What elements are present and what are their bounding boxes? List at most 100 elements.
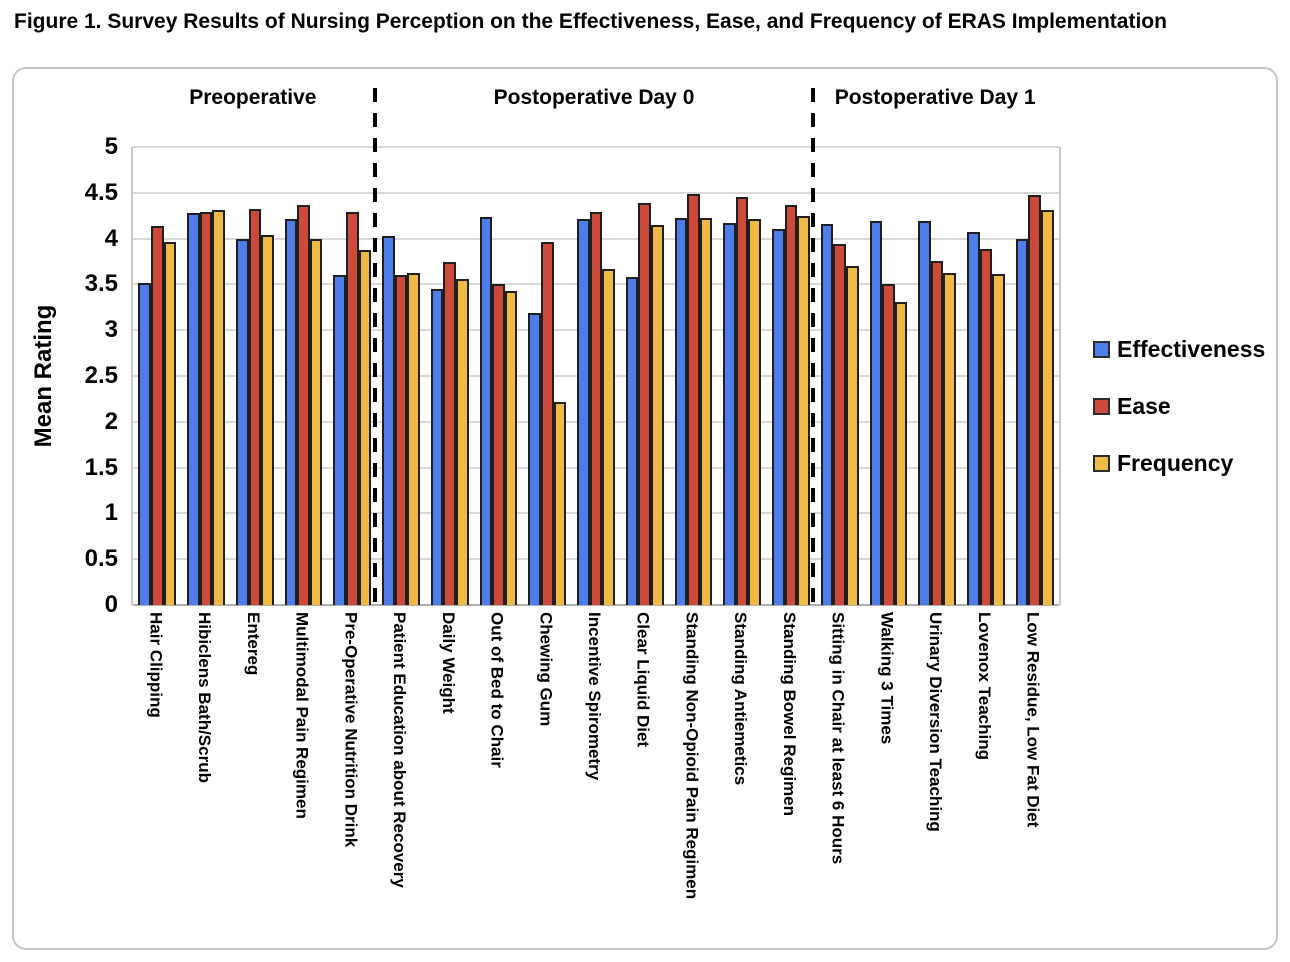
y-tick-label: 2.5 — [84, 362, 118, 389]
bar-ease — [297, 204, 310, 605]
bar-ease — [589, 212, 603, 605]
bar-effectiveness — [479, 216, 493, 605]
x-category-label: Lovenox Teaching — [974, 612, 994, 760]
section-label: Postoperative Day 0 — [493, 86, 695, 109]
bar-ease — [199, 212, 213, 605]
y-tick-label: 3 — [104, 316, 118, 344]
bar-frequency — [748, 219, 762, 605]
bar-frequency — [553, 401, 567, 605]
bar-ease — [492, 284, 505, 605]
y-tick-label: 1 — [104, 499, 118, 527]
x-category-label: Sitting in Chair at least 6 Hours — [828, 612, 848, 865]
bar-frequency — [212, 210, 225, 605]
gridline — [133, 604, 1059, 606]
x-category-label: Standing Non-Opioid Pain Regimen — [682, 612, 702, 900]
bar-effectiveness — [528, 312, 541, 605]
figure-title: Figure 1. Survey Results of Nursing Perc… — [14, 10, 1167, 33]
bar-effectiveness — [820, 223, 834, 605]
bar-group — [430, 261, 469, 605]
y-tick-label: 1.5 — [84, 453, 118, 481]
bar-ease — [930, 260, 944, 605]
bar-frequency — [992, 274, 1005, 605]
bar-ease — [882, 284, 895, 605]
x-category-label: Low Residue, Low Fat Diet — [1023, 612, 1043, 828]
bar-group — [382, 235, 420, 605]
bar-ease — [784, 204, 798, 605]
bar-effectiveness — [284, 219, 298, 605]
y-tick-label: 0.5 — [84, 545, 118, 573]
bar-group — [772, 204, 810, 605]
bar-group — [918, 221, 957, 605]
gridline — [133, 146, 1059, 148]
x-category-label: Daily Weight — [438, 612, 458, 714]
legend-label: Ease — [1117, 392, 1171, 419]
y-tick-label: 4 — [104, 224, 118, 252]
bar-group — [577, 212, 615, 605]
bar-effectiveness — [674, 217, 688, 605]
x-category-label: Standing Bowel Regimen — [779, 612, 799, 817]
x-category-label: Urinary Diversion Teaching — [926, 612, 946, 832]
bar-frequency — [261, 234, 274, 605]
x-category-label: Standing Antiemetics — [731, 612, 751, 786]
bar-frequency — [504, 290, 518, 605]
bar-ease — [833, 244, 846, 605]
bar-group — [333, 212, 372, 605]
bar-frequency — [845, 266, 859, 605]
bar-effectiveness — [723, 223, 736, 605]
bar-ease — [735, 197, 749, 605]
bar-frequency — [894, 301, 908, 605]
bar-ease — [1028, 194, 1041, 605]
bar-group — [723, 197, 762, 605]
x-category-label: Walking 3 Times — [877, 612, 897, 745]
bar-effectiveness — [966, 232, 980, 605]
bar-frequency — [797, 215, 810, 605]
bar-frequency — [456, 278, 469, 605]
bar-frequency — [407, 273, 420, 605]
x-category-label: Out of Bed to Chair — [487, 612, 507, 768]
y-tick-label: 2 — [104, 407, 118, 435]
bar-effectiveness — [1015, 238, 1029, 605]
bar-frequency — [163, 242, 177, 605]
bar-group — [869, 221, 908, 605]
x-category-label: Entereg — [243, 612, 263, 676]
legend-swatch — [1093, 397, 1110, 415]
bar-group — [528, 242, 567, 605]
bar-effectiveness — [382, 235, 395, 605]
y-tick-label: 0 — [104, 591, 118, 618]
x-category-label: Chewing Gum — [536, 612, 556, 727]
y-tick-label: 3.5 — [84, 270, 118, 298]
legend-item-ease: Ease — [1093, 392, 1171, 419]
bar-group — [966, 232, 1005, 605]
bar-frequency — [358, 249, 372, 605]
bar-ease — [687, 193, 700, 605]
bar-group — [674, 193, 713, 605]
bar-effectiveness — [138, 282, 152, 605]
bar-group — [138, 225, 177, 605]
bar-frequency — [602, 268, 615, 605]
legend-label: Frequency — [1117, 449, 1234, 476]
bar-ease — [151, 225, 164, 605]
bar-frequency — [651, 224, 664, 605]
gridline — [133, 191, 1059, 194]
x-category-label: Multimodal Pain Regimen — [292, 612, 312, 819]
bar-group — [284, 204, 323, 605]
section-divider — [372, 88, 377, 605]
legend-swatch — [1093, 340, 1110, 358]
legend-label: Effectiveness — [1117, 335, 1266, 362]
bar-ease — [638, 202, 652, 605]
bar-effectiveness — [918, 221, 931, 605]
bar-effectiveness — [869, 221, 883, 605]
x-category-label: Hair Clipping — [146, 612, 166, 718]
bar-frequency — [699, 218, 713, 605]
bar-group — [820, 223, 859, 605]
x-category-label: Patient Education about Recovery — [390, 612, 410, 888]
section-divider — [811, 88, 816, 605]
y-tick-label: 4.5 — [84, 178, 118, 206]
bar-frequency — [1040, 210, 1054, 605]
bar-effectiveness — [772, 228, 785, 605]
x-category-label: Pre-Operative Nutrition Drink — [341, 612, 361, 848]
bar-ease — [346, 212, 359, 605]
bar-frequency — [943, 273, 957, 605]
x-category-label: Incentive Spirometry — [585, 612, 604, 781]
legend-item-effectiveness: Effectiveness — [1093, 335, 1266, 362]
